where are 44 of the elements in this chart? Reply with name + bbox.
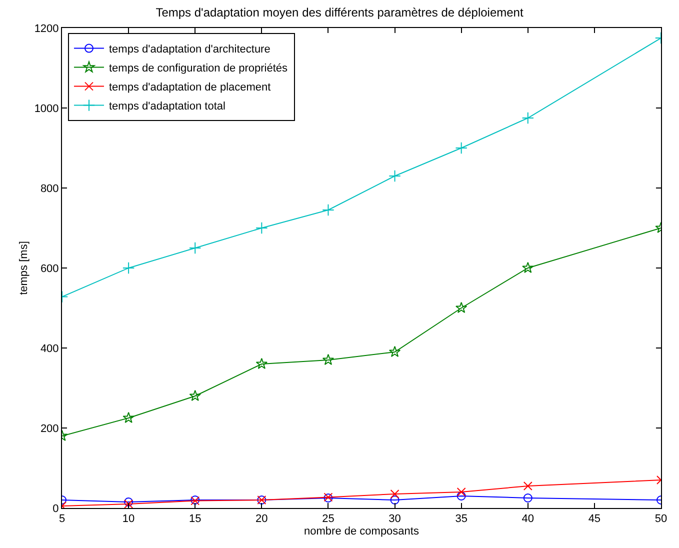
- point: [189, 242, 202, 254]
- point: [322, 354, 334, 366]
- y-tick-label: 200: [40, 422, 59, 435]
- point: [122, 412, 134, 424]
- x-tick-label: 15: [188, 513, 202, 526]
- point: [189, 390, 201, 402]
- x-tick-label: 5: [58, 513, 66, 526]
- y-tick-label: 400: [40, 342, 59, 355]
- y-tick-label: 1200: [34, 22, 59, 35]
- point: [523, 482, 532, 490]
- legend-label: temps d'adaptation de placement: [108, 82, 271, 94]
- y-axis-title: temps [ms]: [18, 241, 30, 295]
- x-tick-label: 50: [654, 513, 668, 526]
- x-tick-label: 35: [455, 513, 468, 526]
- legend-label: temps de configuration de propriétés: [108, 62, 288, 75]
- legend-label: temps d'adaptation total: [108, 100, 226, 113]
- point: [256, 222, 268, 234]
- legend-label: temps d'adaptation d'architecture: [108, 44, 270, 56]
- x-tick-label: 10: [122, 513, 135, 526]
- point: [390, 496, 400, 504]
- point: [523, 494, 532, 502]
- x-tick-label: 25: [322, 513, 334, 526]
- x-tick-label: 40: [522, 513, 534, 526]
- point: [256, 358, 268, 370]
- point: [388, 346, 401, 358]
- point: [388, 170, 401, 182]
- y-tick-label: 0: [52, 502, 59, 515]
- point: [390, 490, 400, 498]
- x-tick-label: 20: [256, 513, 268, 526]
- y-tick-label: 1000: [34, 102, 59, 115]
- point: [456, 492, 466, 500]
- point: [455, 142, 468, 154]
- point: [522, 262, 534, 274]
- point: [322, 204, 334, 216]
- y-tick-label: 800: [40, 182, 59, 195]
- x-tick-label: 30: [388, 513, 401, 526]
- point: [122, 262, 135, 274]
- x-tick-label: 45: [588, 513, 601, 526]
- y-tick-label: 600: [40, 262, 59, 275]
- point: [456, 488, 466, 496]
- chart-title: Temps d'adaptation moyen des différents paramètres de déploiement: [156, 6, 524, 20]
- point: [456, 302, 468, 314]
- point: [522, 112, 534, 124]
- x-axis-title: nombre de composants: [304, 525, 420, 538]
